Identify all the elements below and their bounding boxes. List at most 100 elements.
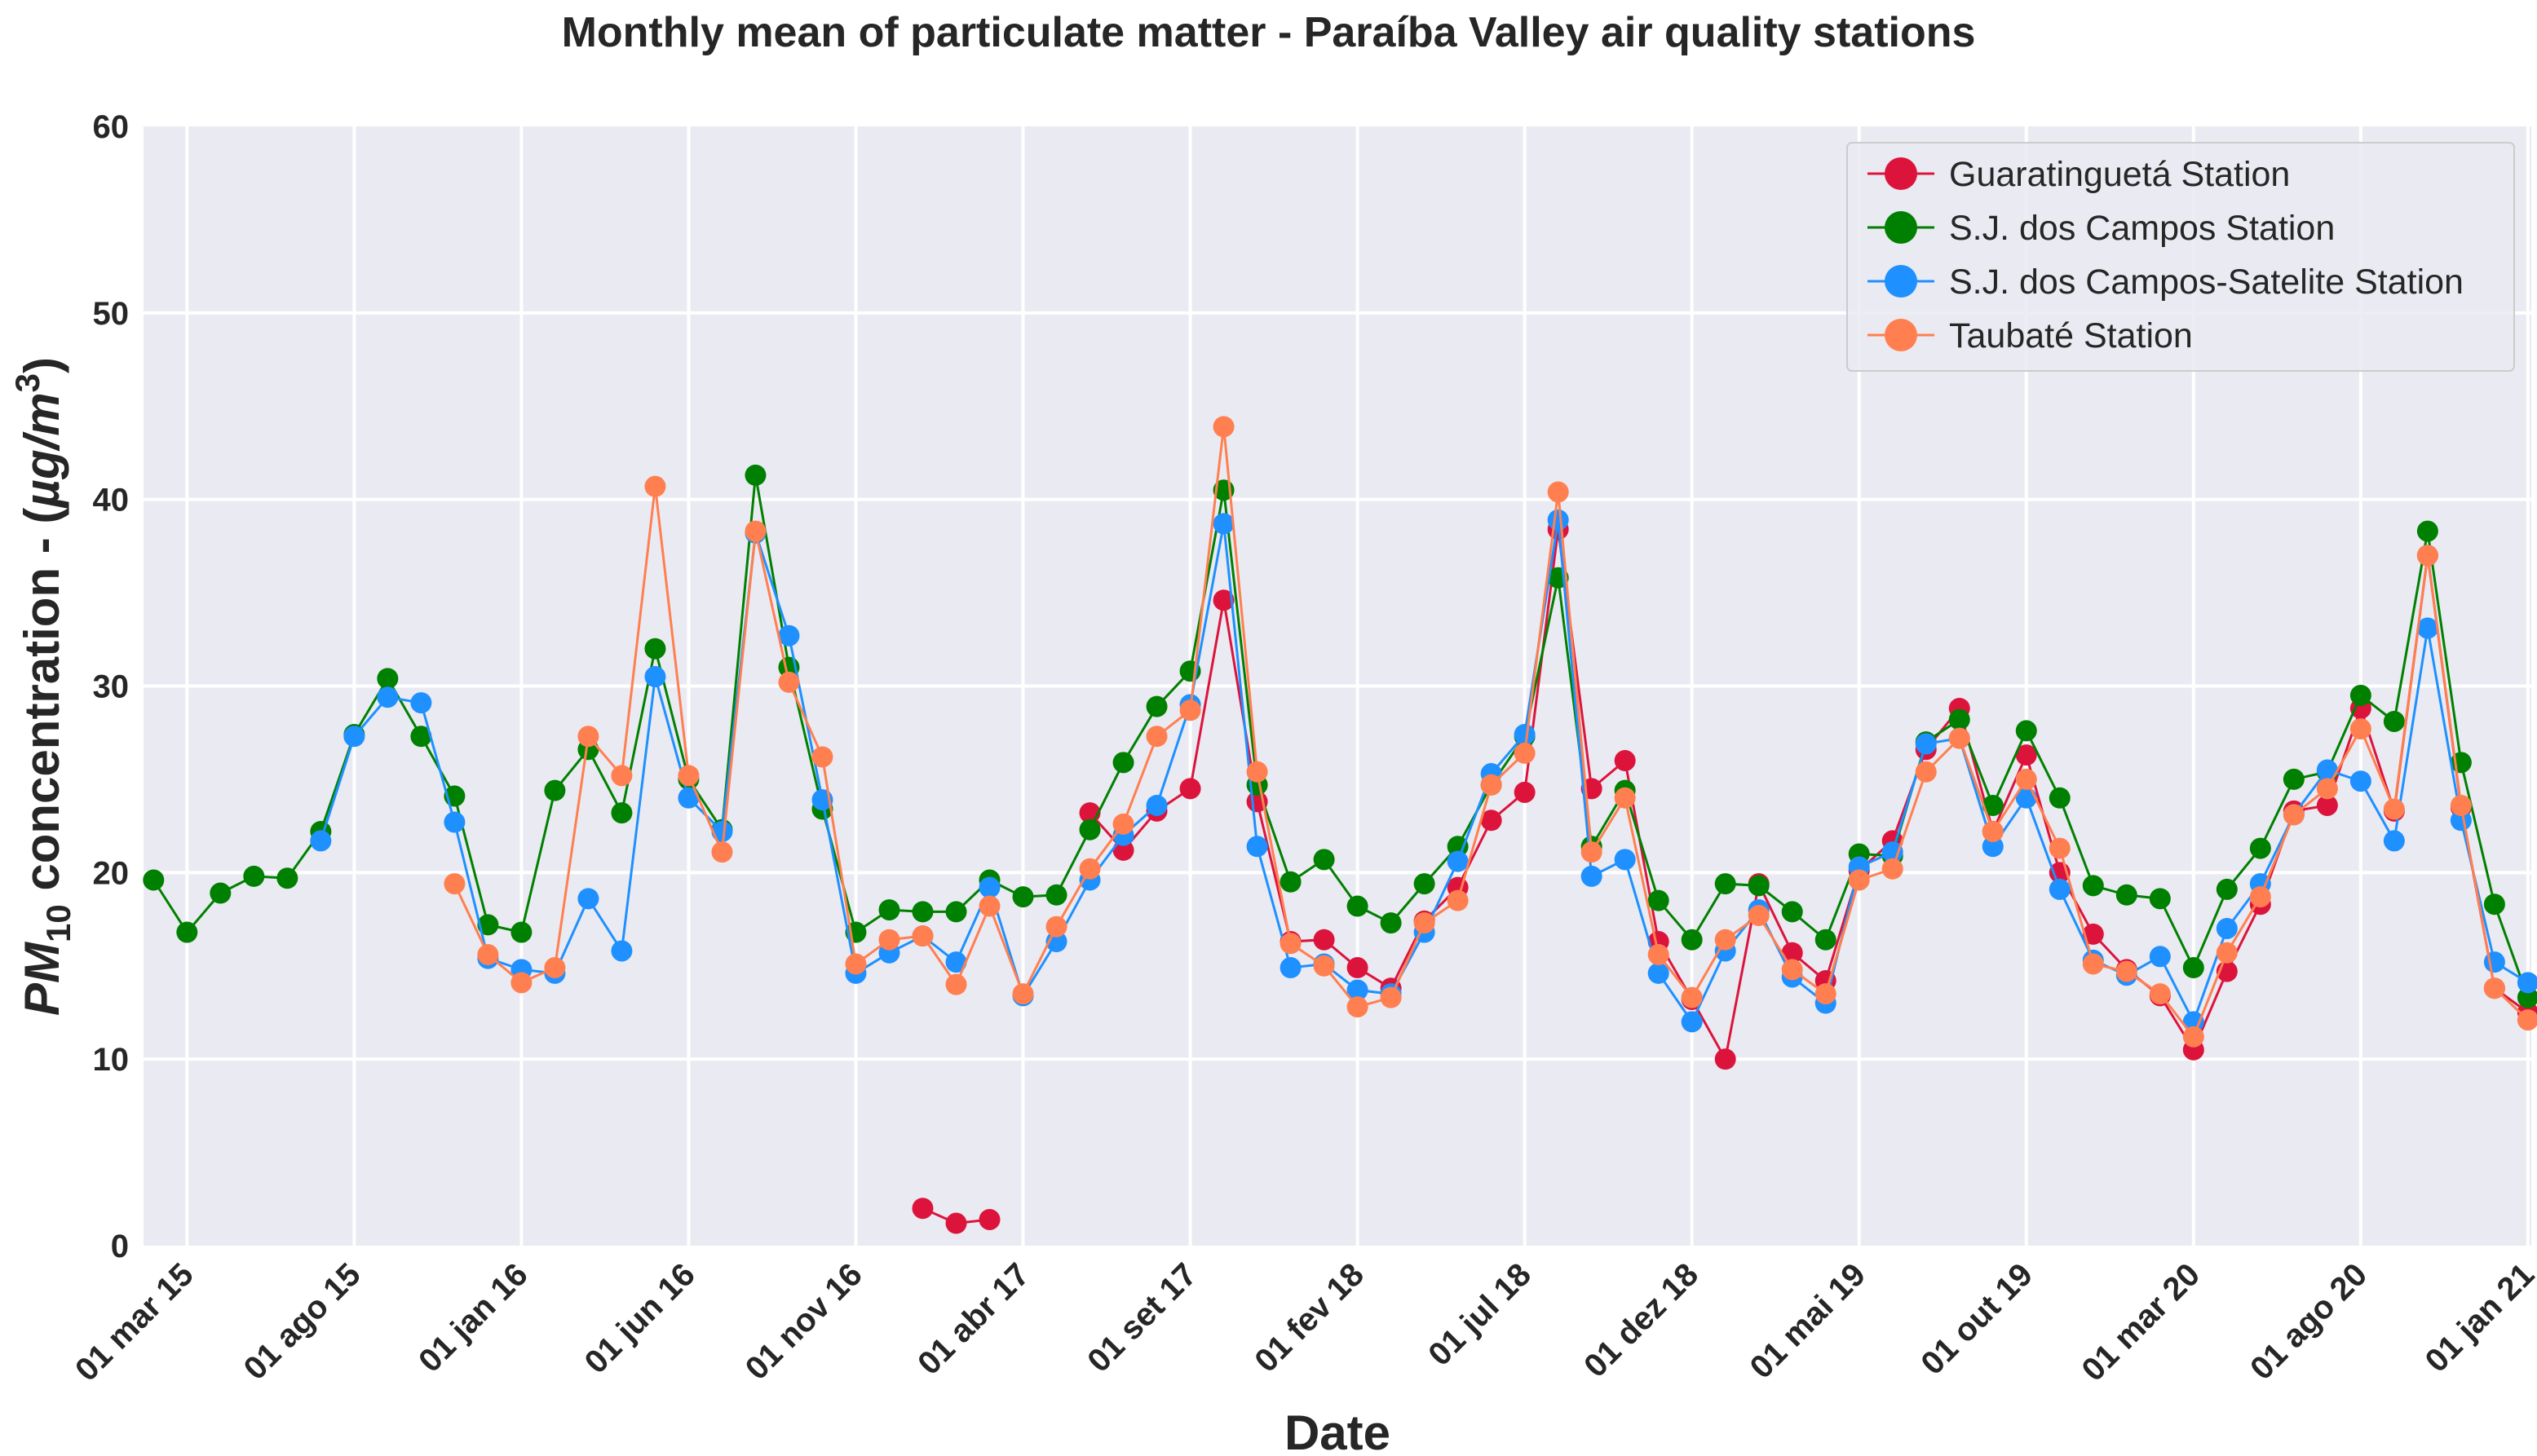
data-point xyxy=(2182,1011,2204,1033)
data-point xyxy=(811,746,833,768)
legend-marker xyxy=(1885,319,1917,351)
data-point xyxy=(2450,794,2472,816)
data-point xyxy=(2316,778,2338,800)
data-point xyxy=(2483,977,2505,999)
data-point xyxy=(1681,986,1703,1008)
data-point xyxy=(444,811,466,833)
x-tick-label: 01 jun 16 xyxy=(578,1256,702,1380)
data-point xyxy=(2383,710,2405,732)
data-point xyxy=(845,953,867,975)
x-tick-label: 01 mai 19 xyxy=(1744,1256,1872,1385)
x-axis-label: Date xyxy=(1284,1405,1390,1456)
data-point xyxy=(1948,708,1970,730)
data-point xyxy=(878,929,900,951)
data-point xyxy=(1447,850,1469,872)
data-point xyxy=(377,686,399,708)
legend: Guaratinguetá Station S.J. dos Campos Sta… xyxy=(1846,142,2515,372)
data-point xyxy=(1748,875,1770,897)
data-point xyxy=(1280,933,1302,955)
data-point xyxy=(210,882,232,904)
data-point xyxy=(2416,545,2438,567)
data-point xyxy=(2483,951,2505,973)
data-point xyxy=(1681,929,1703,951)
data-point xyxy=(1580,841,1602,863)
data-point xyxy=(945,1212,967,1234)
data-point xyxy=(1112,839,1134,861)
data-point xyxy=(1313,929,1335,951)
data-point xyxy=(1146,695,1168,717)
data-point xyxy=(1413,873,1435,895)
data-point xyxy=(1781,959,1803,981)
data-point xyxy=(510,972,533,994)
data-point xyxy=(1814,983,1836,1005)
data-point xyxy=(644,475,666,497)
data-point xyxy=(577,888,599,910)
legend-box xyxy=(1846,142,2515,372)
data-point xyxy=(1012,983,1034,1005)
data-point xyxy=(1580,865,1602,887)
y-label-end: ) xyxy=(15,357,69,373)
data-point xyxy=(410,726,432,748)
data-point xyxy=(945,973,967,995)
data-point xyxy=(912,1198,934,1220)
data-point xyxy=(1881,841,1903,863)
x-tick-label: 01 mar 20 xyxy=(2075,1256,2208,1388)
y-tick-label: 60 xyxy=(93,109,130,145)
data-point xyxy=(778,624,800,646)
data-point xyxy=(745,520,767,542)
data-point xyxy=(410,692,432,714)
data-point xyxy=(2149,946,2171,968)
data-point xyxy=(243,865,265,887)
data-point xyxy=(979,876,1001,898)
data-point xyxy=(979,895,1001,917)
data-point xyxy=(1748,904,1770,926)
data-point xyxy=(1982,820,2004,842)
data-point xyxy=(2416,520,2438,542)
data-point xyxy=(1146,726,1168,748)
data-point xyxy=(2349,684,2371,706)
data-point xyxy=(912,901,934,923)
data-point xyxy=(1714,1048,1736,1070)
data-point xyxy=(2316,794,2338,816)
legend-label: Guaratinguetá Station xyxy=(1949,155,2290,194)
data-point xyxy=(1447,889,1469,911)
data-point xyxy=(2149,888,2171,910)
data-point xyxy=(276,867,298,889)
data-point xyxy=(745,464,767,486)
legend-marker xyxy=(1885,211,1917,244)
x-tick-label: 01 ago 15 xyxy=(237,1256,368,1387)
data-point xyxy=(2115,884,2137,906)
data-point xyxy=(1681,1011,1703,1033)
data-point xyxy=(711,841,733,863)
data-point xyxy=(1647,962,1669,984)
data-point xyxy=(1614,787,1636,809)
data-point xyxy=(611,940,633,962)
data-point xyxy=(1814,929,1836,951)
data-point xyxy=(2182,957,2204,979)
data-point xyxy=(1112,752,1134,774)
data-point xyxy=(1313,955,1335,977)
data-point xyxy=(1614,849,1636,871)
x-tick-label: 01 fev 18 xyxy=(1248,1256,1371,1379)
y-label-unit: µg/m xyxy=(15,392,69,509)
data-point xyxy=(1346,895,1368,917)
data-point xyxy=(2450,810,2472,832)
series-s-j-dos-campos-station xyxy=(143,464,2537,1008)
data-point xyxy=(2049,837,2071,859)
data-point xyxy=(176,921,198,943)
data-point xyxy=(711,820,733,842)
y-tick-label: 40 xyxy=(93,483,130,518)
y-tick-label: 0 xyxy=(111,1229,129,1264)
data-point xyxy=(1079,858,1101,880)
data-point xyxy=(477,944,499,966)
data-point xyxy=(1313,849,1335,871)
data-point xyxy=(1380,912,1402,934)
data-point xyxy=(611,765,633,787)
data-point xyxy=(1146,794,1168,816)
data-point xyxy=(778,671,800,693)
data-point xyxy=(912,925,934,947)
x-tick-label: 01 jan 16 xyxy=(412,1256,535,1379)
legend-marker xyxy=(1885,265,1917,298)
x-tick-label: 01 jul 18 xyxy=(1421,1256,1538,1373)
